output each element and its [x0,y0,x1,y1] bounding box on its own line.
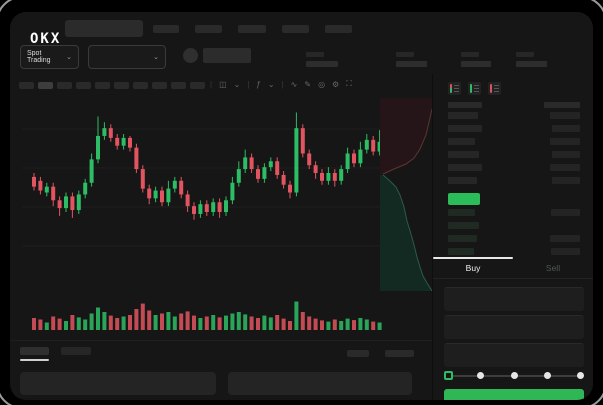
orderbook-ask-row[interactable] [448,138,475,145]
last-price-badge[interactable] [448,193,480,205]
slider-stop[interactable] [543,372,551,379]
interval-button[interactable] [114,82,129,89]
volume-chart [32,301,382,330]
ticker-stat [461,52,491,67]
snapshot-icon[interactable]: ◎ [318,79,326,89]
active-tab-indicator [20,359,49,361]
line-tool-icon[interactable]: ∿ [290,79,298,89]
orderbook-ask-row[interactable] [448,177,477,184]
draw-tool-icon[interactable]: ✎ [304,79,312,89]
candlestick-chart [22,112,382,247]
slider-stop[interactable] [577,372,584,379]
orderbook-header-price [448,102,482,108]
bottom-control[interactable] [385,350,414,357]
trade-tabs: Buy Sell [433,257,593,279]
interval-button[interactable] [133,82,148,89]
price-field[interactable] [444,287,584,311]
orderbook-ask-row[interactable] [448,125,482,132]
chevron-down-icon[interactable]: ⌄ [233,79,241,89]
nav-item[interactable] [195,25,222,33]
slider-stop[interactable] [510,372,518,379]
interval-button[interactable] [95,82,110,89]
orderbook-view-both[interactable] [448,82,461,95]
active-tab-indicator [433,257,513,259]
orderbook-bid-row[interactable] [448,235,477,242]
orderbook-bid-row[interactable] [448,222,479,229]
interval-button[interactable] [19,82,34,89]
interval-button[interactable] [171,82,186,89]
nav-item[interactable] [282,25,309,33]
orderbook-view-bids[interactable] [468,82,481,95]
market-type-label: Spot Trading [27,50,51,64]
ticker-stat [396,52,427,67]
chevron-down-icon: ⌄ [66,54,72,61]
ticker-stat [516,52,547,67]
chevron-down-icon: ⌄ [153,54,159,61]
search-input[interactable] [65,20,143,37]
orderbook-bid-amount [551,248,580,255]
orderbook-ask-amount [550,138,580,145]
slider-handle[interactable] [444,371,453,380]
chart-tools: | ◫ ⌄ | ƒ ⌄ | ∿ ✎ ◎ ⚙ ⛶ [210,79,352,89]
divider: | [210,79,213,89]
orderbook-ask-row[interactable] [448,151,479,158]
bottom-panel[interactable] [20,372,216,395]
okx-logo: OKX [30,31,62,47]
fullscreen-icon[interactable]: ⛶ [346,79,352,88]
header: OKX [10,12,593,47]
pair-dropdown[interactable]: ⌄ [88,45,166,69]
buy-submit-button[interactable] [444,389,584,400]
app-window: OKX Spot Trading ⌄ ⌄ | ◫ ⌄ | ƒ ⌄ | ∿ ✎ ◎ ⚙ ⛶ [10,12,593,400]
interval-button[interactable] [76,82,91,89]
slider-stop[interactable] [477,372,485,379]
orderbook-ask-amount [552,177,580,184]
candle-style-icon[interactable]: ◫ [219,79,227,89]
orderbook-view-asks[interactable] [488,82,501,95]
orderbook-ask-row[interactable] [448,164,482,171]
market-type-dropdown[interactable]: Spot Trading ⌄ [20,45,79,69]
orderbook-ask-amount [552,125,580,132]
interval-button[interactable] [190,82,205,89]
tab-buy[interactable]: Buy [465,262,481,273]
divider [10,340,432,341]
coin-icon [183,48,198,63]
orderbook-bid-amount [551,209,580,216]
nav-item[interactable] [238,25,266,33]
tab-sell[interactable]: Sell [545,262,561,273]
orderbook-ask-row[interactable] [448,112,478,119]
total-field[interactable] [444,343,584,367]
interval-button[interactable] [38,82,53,89]
orderbook-panel: Buy Sell [432,74,593,400]
orderbook-bid-amount [550,235,580,242]
indicators-icon[interactable]: ƒ [256,79,261,89]
amount-field[interactable] [444,315,584,339]
nav-item[interactable] [325,25,352,33]
orderbook-ask-amount [550,112,580,119]
orderbook-bid-row[interactable] [448,248,474,255]
interval-button[interactable] [57,82,72,89]
bottom-panel[interactable] [228,372,412,395]
nav-item[interactable] [153,25,179,33]
orderbook-bid-row[interactable] [448,209,475,216]
divider: | [247,79,250,89]
pair-name-placeholder [203,48,251,63]
interval-button[interactable] [152,82,167,89]
divider: | [281,79,284,89]
chevron-down-icon[interactable]: ⌄ [267,79,275,89]
bottom-control[interactable] [347,350,369,357]
orderbook-header-amount [544,102,580,108]
depth-profile-chart [380,98,432,291]
settings-icon[interactable]: ⚙ [332,79,340,89]
orderbook-ask-amount [550,164,580,171]
bottom-tab[interactable] [61,347,91,355]
ticker-stat [306,52,338,67]
bottom-tab[interactable] [20,347,49,355]
orderbook-ask-amount [552,151,580,158]
